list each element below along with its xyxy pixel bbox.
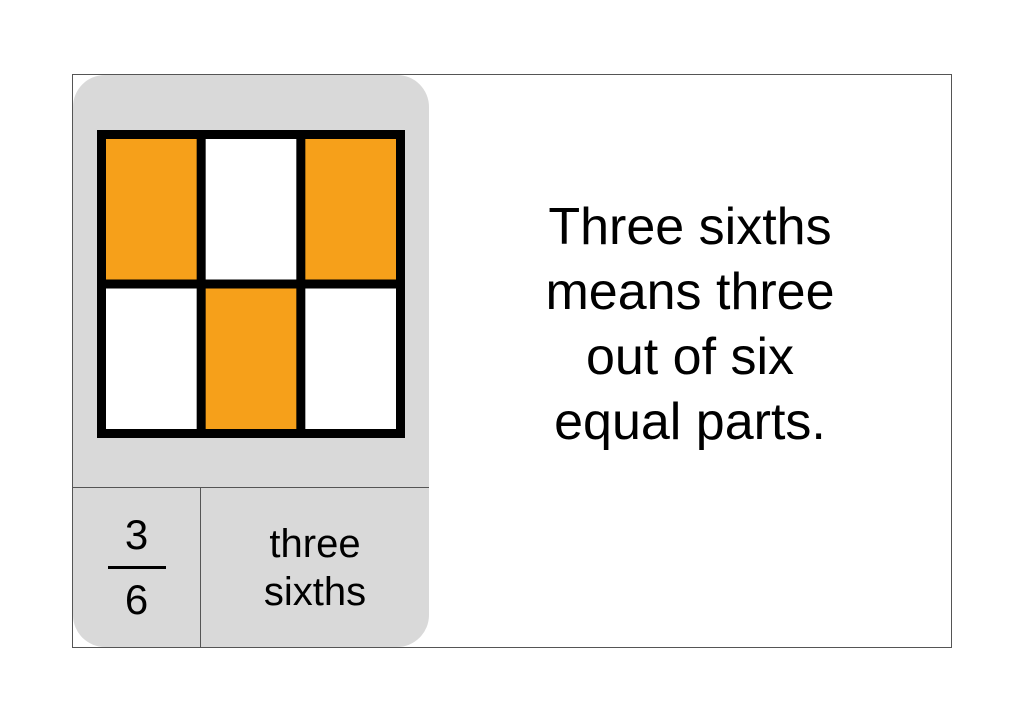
fraction-grid xyxy=(97,130,405,438)
fraction-display: 3 6 xyxy=(108,514,166,621)
fraction-numerator: 3 xyxy=(125,514,148,556)
fraction-numeric-cell: 3 6 xyxy=(73,488,201,647)
fraction-denominator: 6 xyxy=(125,579,148,621)
flashcard-frame: 3 6 three sixths Three sixths means thre… xyxy=(72,74,952,648)
fraction-words-cell: three sixths xyxy=(201,488,429,647)
fraction-card: 3 6 three sixths xyxy=(73,75,429,647)
fraction-bar xyxy=(108,566,166,569)
grid-area xyxy=(73,75,429,487)
explanation-text: Three sixths means three out of six equa… xyxy=(545,195,834,455)
fraction-words: three sixths xyxy=(264,520,366,616)
card-bottom-row: 3 6 three sixths xyxy=(73,487,429,647)
explanation-panel: Three sixths means three out of six equa… xyxy=(429,75,951,647)
